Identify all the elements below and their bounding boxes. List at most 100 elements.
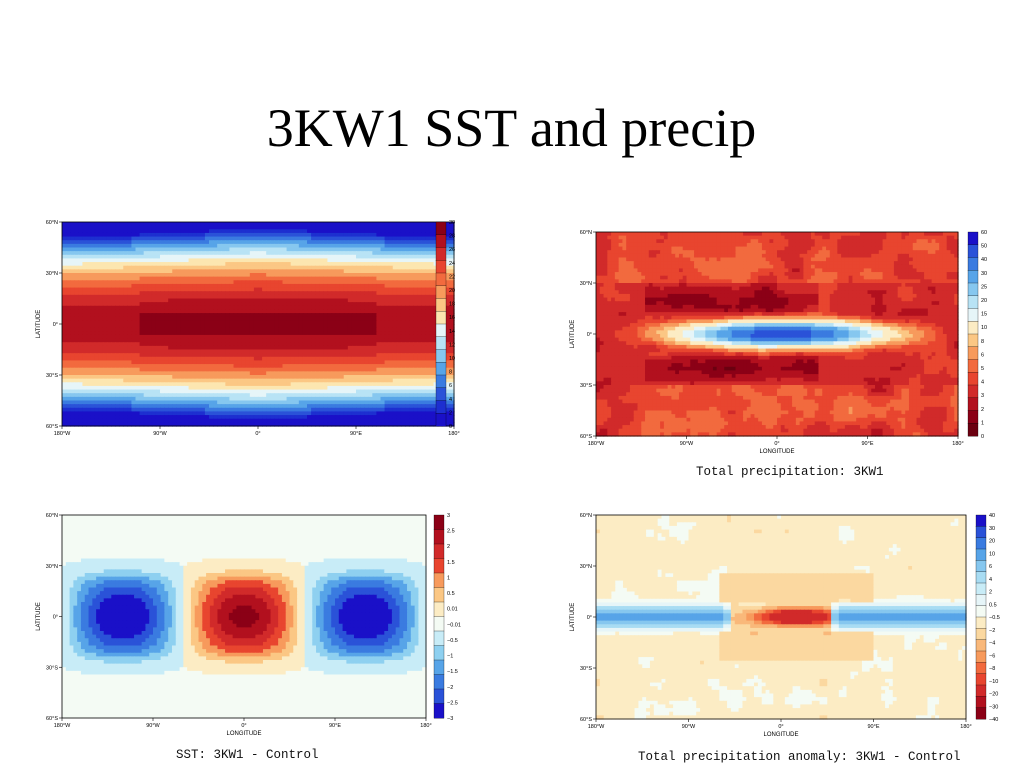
y-tick-label: 60°N [46,220,58,226]
colorbar-swatch [975,662,987,675]
y-tick-label: 0° [53,615,58,621]
colorbar-label: 0.01 [447,607,458,613]
x-tick-label: 90°W [682,724,696,730]
colorbar-swatch [967,359,979,373]
sst-anomaly-map-panel: 60°N 30°N 0° 30°S 60°S 180°W 90°W 0° 90°E 180° LAT… [28,507,464,739]
colorbar-swatch [433,514,445,530]
colorbar-swatch [967,270,979,284]
colorbar-swatch [433,558,445,574]
y-axis-label: LATITUDE [36,602,42,631]
colorbar-swatch [975,526,987,539]
x-tick-label: 0° [774,441,779,447]
colorbar-label: 15 [981,312,987,318]
colorbar-swatch [433,587,445,603]
colorbar-label: 8 [449,370,452,376]
colorbar-label: 2 [989,590,992,596]
colorbar-swatch [435,413,447,427]
y-tick-label: 60°N [580,513,592,519]
colorbar-label: 0.5 [447,591,455,597]
y-tick-label: 0° [587,615,592,621]
colorbar-swatch [967,244,979,258]
map-field [596,232,959,437]
colorbar-label: 26 [449,247,455,253]
colorbar-swatch [975,548,987,561]
x-tick-label: 90°W [680,441,694,447]
colorbar-label: −0.5 [447,638,458,644]
x-tick-label: 180° [448,431,459,437]
colorbar-label: 60 [981,230,987,236]
colorbar-swatch [967,333,979,348]
colorbar-label: 16 [449,315,455,321]
colorbar-label: −2 [989,628,995,634]
colorbar-label: 30 [989,526,995,532]
x-tick-label: 90°E [868,724,880,730]
colorbar-swatch [433,616,445,632]
colorbar-label: 4 [449,397,452,403]
precip-anomaly-map-panel: 60°N 30°N 0° 30°S 60°S 180°W 90°W 0° 90°E 180° LAT… [570,509,1008,741]
slide-title: 3KW1 SST and precip [0,96,1023,160]
y-tick-label: 30°N [46,564,58,570]
y-tick-label: 30°N [580,281,592,287]
colorbar-swatch [967,231,979,246]
colorbar-label: −2 [447,685,453,691]
colorbar: 3 2.5 2 1.5 1 0.5 0.01 −0.01 −0.5 −1 −1.5 −2 −2.5 −3 [433,513,461,722]
colorbar-swatch [975,616,987,629]
colorbar-label: 20 [989,539,995,545]
colorbar-swatch [433,529,445,545]
y-tick-label: 60°S [46,716,58,722]
colorbar-swatch [967,423,979,437]
y-axis-label: LATITUDE [570,603,576,632]
map-field [596,515,967,720]
colorbar-swatch [435,323,447,338]
colorbar-swatch [433,630,445,646]
colorbar-label: −10 [989,679,998,685]
colorbar-swatch [967,257,979,271]
colorbar-label: −40 [989,717,998,723]
x-tick-label: 0° [255,431,260,437]
colorbar-swatch [433,601,445,617]
colorbar-swatch [975,684,987,697]
colorbar-swatch [975,594,987,607]
colorbar-label: 1 [981,420,984,426]
colorbar-swatch [433,688,445,704]
colorbar-label: 10 [449,356,455,362]
colorbar-swatch [435,336,447,350]
colorbar-swatch [975,650,987,663]
colorbar-swatch [975,639,987,652]
y-tick-label: 60°N [46,513,58,519]
colorbar-swatch [433,645,445,661]
colorbar-label: 0 [449,424,452,430]
colorbar-swatch [967,346,979,360]
colorbar-label: 3 [981,393,984,399]
colorbar-label: 20 [449,288,455,294]
x-axis-label: LONGITUDE [226,731,261,737]
colorbar-label: 40 [981,257,987,263]
colorbar-swatch [975,673,987,686]
colorbar-label: 50 [981,244,987,250]
colorbar-label: −6 [989,653,995,659]
colorbar-swatch [967,397,979,411]
y-tick-label: 30°S [46,373,58,379]
colorbar-swatch [435,400,447,414]
colorbar-swatch [435,247,447,261]
colorbar-swatch [967,321,979,335]
colorbar-label: 12 [449,342,455,348]
colorbar-swatch [975,707,987,720]
colorbar-label: 5 [981,366,984,372]
sst-anomaly-map-caption: SST: 3KW1 - Control [176,748,319,762]
colorbar-label: 6 [449,383,452,389]
y-tick-label: 30°N [580,564,592,570]
precip-map-panel: 60°N 30°N 0° 30°S 60°S 180°W 90°W 0° 90°E 180° LAT… [560,224,996,455]
colorbar-swatch [975,628,987,641]
colorbar-swatch [435,260,447,274]
colorbar-label: 28 [449,234,455,240]
y-tick-label: 30°S [46,665,58,671]
y-tick-label: 0° [587,332,592,338]
colorbar-label: 0.5 [989,602,997,608]
colorbar-label: 2.5 [447,529,455,535]
x-tick-label: 0° [778,724,783,730]
colorbar-swatch [975,560,987,573]
